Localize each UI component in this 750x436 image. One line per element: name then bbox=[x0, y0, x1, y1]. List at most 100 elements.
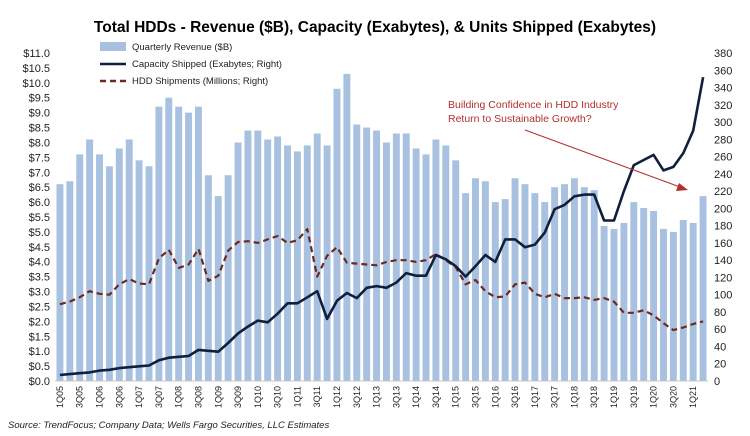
left-tick-label: $9.5 bbox=[29, 93, 50, 105]
right-tick-label: 300 bbox=[714, 117, 732, 129]
x-tick-label: 3Q08 bbox=[193, 386, 203, 408]
left-tick-label: $1.0 bbox=[29, 346, 50, 358]
revenue-bar bbox=[56, 184, 64, 381]
annotation-line-1: Building Confidence in HDD Industry bbox=[448, 99, 619, 111]
revenue-bar bbox=[343, 73, 351, 381]
left-tick-label: $10.5 bbox=[22, 63, 50, 75]
revenue-bar bbox=[570, 178, 578, 381]
shipments-line bbox=[59, 228, 704, 332]
revenue-bar bbox=[679, 219, 687, 381]
revenue-bar bbox=[284, 145, 291, 381]
revenue-bar bbox=[432, 139, 440, 381]
revenue-bar bbox=[264, 139, 272, 381]
revenue-bar bbox=[373, 130, 381, 381]
revenue-bar bbox=[135, 160, 143, 381]
x-tick-label: 3Q13 bbox=[391, 386, 401, 408]
revenue-bar bbox=[699, 196, 707, 381]
revenue-bar bbox=[580, 187, 588, 381]
x-tick-label: 3Q19 bbox=[629, 386, 639, 408]
right-axis: 0 20 40 60 80 100 120 140 160 180 200 220 240 260 280 3… bbox=[714, 48, 732, 388]
x-tick-label: 3Q09 bbox=[233, 386, 243, 408]
revenue-bar bbox=[125, 139, 133, 381]
revenue-bar bbox=[234, 142, 242, 381]
x-tick-label: 1Q21 bbox=[688, 386, 698, 408]
left-tick-label: $11.0 bbox=[23, 48, 50, 60]
left-tick-label: $10.0 bbox=[22, 78, 50, 90]
x-tick-label: 3Q05 bbox=[75, 386, 85, 408]
x-tick-label: 1Q19 bbox=[609, 386, 619, 408]
revenue-bar bbox=[392, 133, 400, 381]
left-tick-label: $4.5 bbox=[29, 242, 50, 254]
legend-label-shipments: HDD Shipments (Millions; Right) bbox=[132, 76, 268, 87]
left-tick-label: $0.5 bbox=[29, 361, 50, 373]
revenue-bar bbox=[244, 130, 252, 381]
source-note: Source: TrendFocus; Company Data; Wells … bbox=[8, 420, 329, 431]
revenue-bar bbox=[422, 154, 430, 381]
x-tick-label: 3Q18 bbox=[589, 386, 599, 408]
revenue-bar bbox=[155, 106, 163, 381]
x-tick-label: 1Q12 bbox=[332, 386, 342, 408]
x-tick-label: 1Q10 bbox=[253, 386, 263, 408]
right-tick-label: 120 bbox=[714, 272, 732, 284]
revenue-bar bbox=[86, 139, 94, 381]
x-tick-label: 1Q14 bbox=[411, 386, 421, 408]
revenue-bar bbox=[660, 228, 667, 381]
left-tick-label: $2.0 bbox=[29, 316, 50, 328]
left-tick-label: $7.0 bbox=[29, 167, 50, 179]
x-tick-label: 1Q08 bbox=[174, 386, 184, 408]
revenue-bar bbox=[96, 154, 103, 381]
x-tick-label: 1Q17 bbox=[530, 386, 540, 408]
chart-title: Total HDDs - Revenue ($B), Capacity (Exa… bbox=[94, 19, 656, 36]
left-axis: $0.0 $0.5 $1.0 $1.5 $2.0 $2.5 $3.0 $3.5 $4.0 $4.5… bbox=[22, 48, 50, 388]
x-tick-label: 3Q16 bbox=[510, 386, 520, 408]
left-tick-label: $8.5 bbox=[29, 123, 50, 135]
revenue-bar bbox=[462, 193, 470, 381]
revenue-bar bbox=[66, 181, 74, 381]
right-tick-label: 140 bbox=[714, 255, 732, 267]
revenue-bar bbox=[600, 225, 608, 381]
x-tick-label: 1Q11 bbox=[292, 386, 302, 407]
right-tick-label: 160 bbox=[714, 238, 732, 250]
left-tick-label: $3.0 bbox=[29, 287, 50, 299]
revenue-bar bbox=[293, 151, 301, 381]
x-tick-label: 3Q20 bbox=[668, 386, 678, 408]
right-tick-label: 40 bbox=[714, 341, 726, 353]
x-tick-label: 3Q06 bbox=[114, 386, 124, 408]
lines bbox=[59, 76, 705, 377]
left-tick-label: $2.5 bbox=[29, 301, 50, 313]
left-tick-label: $4.0 bbox=[29, 257, 50, 269]
revenue-bar bbox=[105, 166, 113, 381]
revenue-bar bbox=[501, 199, 509, 381]
right-tick-label: 200 bbox=[714, 203, 732, 215]
revenue-bar bbox=[650, 211, 658, 381]
left-tick-label: $1.5 bbox=[29, 331, 50, 343]
revenue-bar bbox=[194, 106, 202, 381]
right-tick-label: 260 bbox=[714, 152, 732, 164]
left-tick-label: $6.0 bbox=[29, 197, 50, 209]
annotation-line-2: Return to Sustainable Growth? bbox=[448, 113, 592, 125]
right-tick-label: 360 bbox=[714, 65, 732, 77]
left-tick-label: $0.0 bbox=[29, 376, 50, 388]
revenue-bar bbox=[531, 193, 539, 381]
x-tick-label: 3Q07 bbox=[154, 386, 164, 408]
right-tick-label: 240 bbox=[714, 169, 732, 181]
annotation-arrowhead bbox=[676, 183, 688, 191]
x-tick-label: 3Q17 bbox=[550, 386, 560, 408]
x-tick-label: 3Q11 bbox=[312, 386, 322, 407]
revenue-bar bbox=[76, 154, 84, 381]
revenue-bar bbox=[620, 222, 628, 381]
right-tick-label: 60 bbox=[714, 324, 726, 336]
x-tick-label: 1Q18 bbox=[569, 386, 579, 408]
revenue-bar bbox=[452, 160, 460, 381]
left-tick-label: $7.5 bbox=[29, 152, 50, 164]
revenue-bar bbox=[402, 133, 410, 381]
revenue-bar bbox=[353, 124, 361, 382]
right-tick-label: 0 bbox=[714, 376, 720, 388]
revenue-bar bbox=[511, 178, 519, 381]
x-axis: 1Q05 3Q05 1Q06 3Q06 1Q07 3Q07 1Q08 3Q08 1Q09 3Q09… bbox=[55, 380, 708, 408]
capacity-line bbox=[59, 76, 705, 377]
right-tick-label: 180 bbox=[714, 221, 732, 233]
left-tick-label: $8.0 bbox=[29, 137, 50, 149]
right-tick-label: 80 bbox=[714, 307, 726, 319]
